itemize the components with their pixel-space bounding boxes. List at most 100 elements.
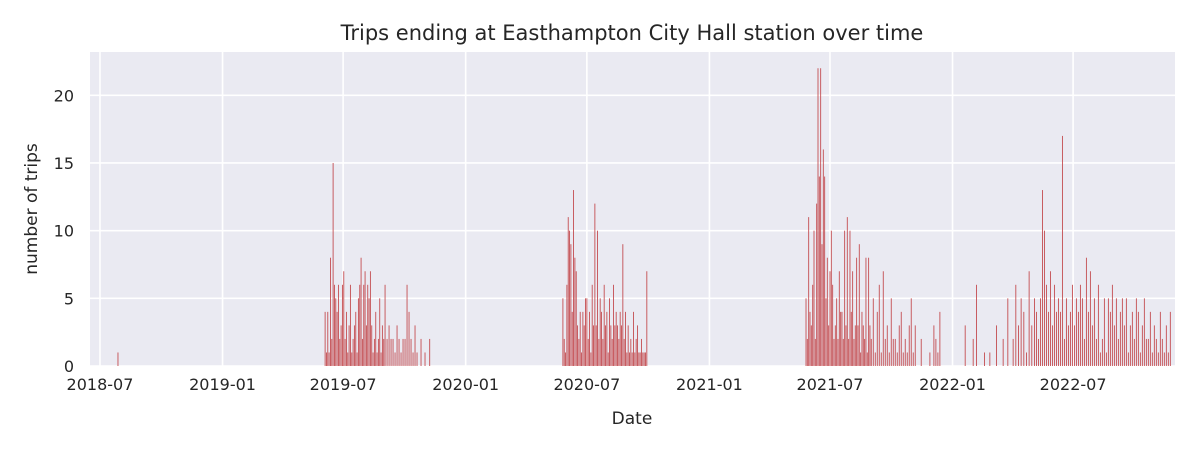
trip-bar xyxy=(862,325,864,366)
trip-bar xyxy=(888,352,890,366)
trip-bar xyxy=(878,284,880,366)
x-tick-label: 2020-01 xyxy=(432,375,499,394)
trip-bar xyxy=(874,352,876,366)
trip-bar xyxy=(408,311,410,366)
trip-bar xyxy=(406,284,408,366)
trip-bar xyxy=(1103,298,1105,366)
trip-bar xyxy=(892,338,894,366)
x-tick-label: 2018-07 xyxy=(67,375,134,394)
x-tick-label: 2022-07 xyxy=(1040,375,1107,394)
trip-bar xyxy=(613,284,614,366)
trip-bar xyxy=(1085,257,1087,366)
trip-bar xyxy=(562,298,564,366)
trip-bar xyxy=(876,311,878,366)
trip-bar xyxy=(1034,298,1035,366)
trip-bar xyxy=(1083,338,1085,366)
trip-bar xyxy=(349,284,351,366)
trip-bar xyxy=(1139,352,1141,366)
trip-bar xyxy=(848,338,850,366)
trip-bar xyxy=(1137,311,1139,366)
trip-bar xyxy=(339,338,341,366)
trip-bar xyxy=(641,338,642,366)
bars xyxy=(117,68,1171,367)
trip-bar xyxy=(976,284,977,366)
trip-bar xyxy=(1087,311,1089,366)
trip-bar xyxy=(1026,352,1027,366)
trip-bar xyxy=(343,271,345,366)
trip-bar xyxy=(1020,298,1022,366)
trip-bar xyxy=(1052,325,1053,366)
trip-bar xyxy=(1042,190,1043,366)
trip-bar xyxy=(371,325,373,366)
trip-bar xyxy=(609,298,610,366)
trip-bar xyxy=(840,311,842,366)
trip-bar xyxy=(1018,325,1019,366)
trip-bar xyxy=(372,352,374,366)
trip-bar xyxy=(398,338,400,366)
trip-bar xyxy=(326,352,327,366)
trip-bar xyxy=(996,325,997,366)
trip-bar xyxy=(353,325,355,366)
trip-bar xyxy=(1091,325,1093,366)
trip-bar xyxy=(816,203,818,366)
trip-bar xyxy=(939,311,941,366)
trip-bar xyxy=(1048,311,1049,366)
trip-bar xyxy=(607,352,609,366)
trip-bar xyxy=(582,311,584,366)
trip-bar xyxy=(810,325,812,366)
trip-bar xyxy=(631,352,633,366)
trip-bar xyxy=(333,284,335,366)
trip-bar xyxy=(351,352,353,366)
trip-bar xyxy=(989,352,991,366)
trip-bar xyxy=(1023,311,1025,366)
trip-bar xyxy=(906,352,908,366)
trip-bar xyxy=(868,257,870,366)
trip-bar xyxy=(630,338,632,366)
trip-bar xyxy=(569,230,571,366)
trip-bar xyxy=(563,338,565,366)
trip-bar xyxy=(1169,311,1171,366)
trip-bar xyxy=(603,284,605,366)
trip-bar xyxy=(1063,338,1065,366)
trip-bar xyxy=(341,284,343,366)
trip-bar xyxy=(646,271,648,366)
trip-bar xyxy=(331,338,333,366)
trip-bar xyxy=(1061,135,1063,366)
trip-bar xyxy=(914,325,916,366)
trip-bar xyxy=(336,311,338,366)
trip-bar xyxy=(361,338,363,366)
trip-bar xyxy=(908,325,910,366)
trip-bar xyxy=(842,338,844,366)
trip-bar xyxy=(880,352,882,366)
trip-bar xyxy=(1161,338,1163,366)
x-tick-label: 2022-01 xyxy=(919,375,986,394)
trip-bar xyxy=(1089,271,1091,366)
trip-bar xyxy=(352,338,354,366)
trip-bar xyxy=(577,325,578,366)
trip-bar xyxy=(818,176,820,366)
y-tick-label: 20 xyxy=(54,86,74,105)
trip-bar xyxy=(369,271,371,366)
trip-bar xyxy=(884,338,886,366)
trip-bar xyxy=(605,325,606,366)
trip-bar xyxy=(345,311,347,366)
trip-bar xyxy=(849,230,851,366)
trip-bar xyxy=(571,311,573,366)
trip-bar xyxy=(396,325,398,366)
trip-bar xyxy=(429,338,431,366)
trip-bar xyxy=(365,325,367,366)
trip-bar xyxy=(1007,298,1009,366)
trip-bar xyxy=(1115,298,1117,366)
trip-bar xyxy=(1038,338,1039,366)
trip-bar xyxy=(824,176,826,366)
trip-bar xyxy=(1141,325,1143,366)
trip-bar xyxy=(1153,325,1155,366)
chart-title: Trips ending at Easthampton City Hall st… xyxy=(340,21,924,45)
trip-bar xyxy=(813,230,815,366)
trip-bar xyxy=(935,338,937,366)
trip-bar xyxy=(587,338,589,366)
trip-bar xyxy=(910,298,912,366)
trip-bar xyxy=(416,352,418,366)
trip-bar xyxy=(1101,338,1103,366)
trip-bar xyxy=(357,298,359,366)
